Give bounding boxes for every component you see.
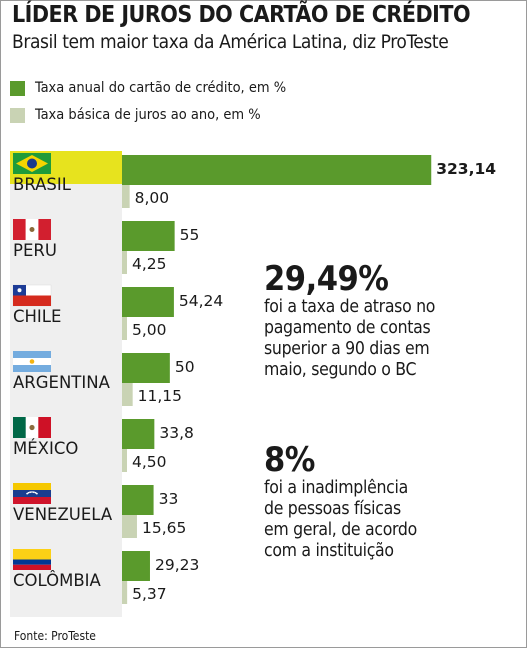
chile-flag-icon bbox=[12, 284, 52, 307]
country-label-venezuela: VENEZUELA bbox=[13, 505, 113, 524]
mexico-flag-icon bbox=[13, 417, 51, 438]
venezuela-flag-icon bbox=[13, 483, 51, 504]
value-label-card-rate-chile: 54,24 bbox=[179, 292, 223, 310]
value-label-card-rate-mexico: 33,8 bbox=[159, 424, 194, 442]
country-label-argentina: ARGENTINA bbox=[13, 373, 111, 392]
bar-card-rate-argentina bbox=[122, 353, 170, 383]
legend-swatch-card-rate bbox=[10, 80, 25, 96]
stat-value-default: 8% bbox=[264, 440, 315, 480]
bar-base-rate-chile bbox=[122, 317, 127, 340]
bar-card-rate-colombia bbox=[122, 551, 150, 581]
value-label-card-rate-brasil: 323,14 bbox=[436, 160, 496, 178]
legend-swatch-base-rate bbox=[10, 107, 25, 123]
country-label-chile: CHILE bbox=[13, 307, 61, 326]
chart-subtitle: Brasil tem maior taxa da América Latina,… bbox=[12, 31, 449, 53]
value-label-base-rate-mexico: 4,50 bbox=[132, 453, 167, 471]
source-note: Fonte: ProTeste bbox=[14, 629, 96, 643]
stat-text-late-payment: foi a taxa de atraso no pagamento de con… bbox=[264, 297, 436, 380]
value-label-card-rate-argentina: 50 bbox=[175, 358, 195, 376]
value-label-base-rate-colombia: 5,37 bbox=[132, 585, 167, 603]
legend-item-base-rate: Taxa básica de juros ao ano, em % bbox=[10, 107, 261, 123]
value-label-card-rate-peru: 55 bbox=[180, 226, 200, 244]
legend-item-card-rate: Taxa anual do cartão de crédito, em % bbox=[10, 80, 286, 96]
colombia-flag-icon bbox=[13, 549, 51, 570]
peru-flag-icon bbox=[13, 219, 51, 240]
value-label-base-rate-venezuela: 15,65 bbox=[142, 519, 186, 537]
bar-card-rate-venezuela bbox=[122, 485, 154, 515]
value-label-base-rate-brasil: 8,00 bbox=[135, 189, 170, 207]
bar-base-rate-venezuela bbox=[122, 515, 137, 538]
bar-base-rate-mexico bbox=[122, 449, 127, 472]
bar-base-rate-argentina bbox=[122, 383, 133, 406]
country-label-brasil: BRASIL bbox=[13, 175, 72, 194]
chart-title: LÍDER DE JUROS DO CARTÃO DE CRÉDITO bbox=[12, 2, 471, 28]
bar-card-rate-brasil bbox=[122, 155, 432, 185]
bar-base-rate-peru bbox=[122, 251, 127, 274]
brazil-flag-icon bbox=[13, 153, 51, 174]
bar-base-rate-colombia bbox=[122, 581, 128, 604]
bar-card-rate-peru bbox=[122, 221, 175, 251]
stat-value-late-payment: 29,49% bbox=[264, 259, 389, 299]
bar-card-rate-chile bbox=[122, 287, 174, 317]
bar-base-rate-brasil bbox=[122, 185, 130, 208]
country-label-colombia: COLÔMBIA bbox=[13, 571, 102, 590]
legend-label-card-rate: Taxa anual do cartão de crédito, em % bbox=[35, 80, 287, 96]
bar-card-rate-mexico bbox=[122, 419, 155, 449]
value-label-card-rate-venezuela: 33 bbox=[159, 490, 179, 508]
country-label-peru: PERU bbox=[13, 241, 57, 260]
argentina-flag-icon bbox=[13, 351, 51, 372]
value-label-base-rate-argentina: 11,15 bbox=[138, 387, 182, 405]
country-label-mexico: MÉXICO bbox=[13, 439, 78, 458]
value-label-card-rate-colombia: 29,23 bbox=[155, 556, 199, 574]
legend-label-base-rate: Taxa básica de juros ao ano, em % bbox=[35, 107, 261, 123]
stat-text-default: foi a inadimplência de pessoas físicas e… bbox=[264, 478, 417, 561]
value-label-base-rate-peru: 4,25 bbox=[132, 255, 167, 273]
value-label-base-rate-chile: 5,00 bbox=[132, 321, 167, 339]
